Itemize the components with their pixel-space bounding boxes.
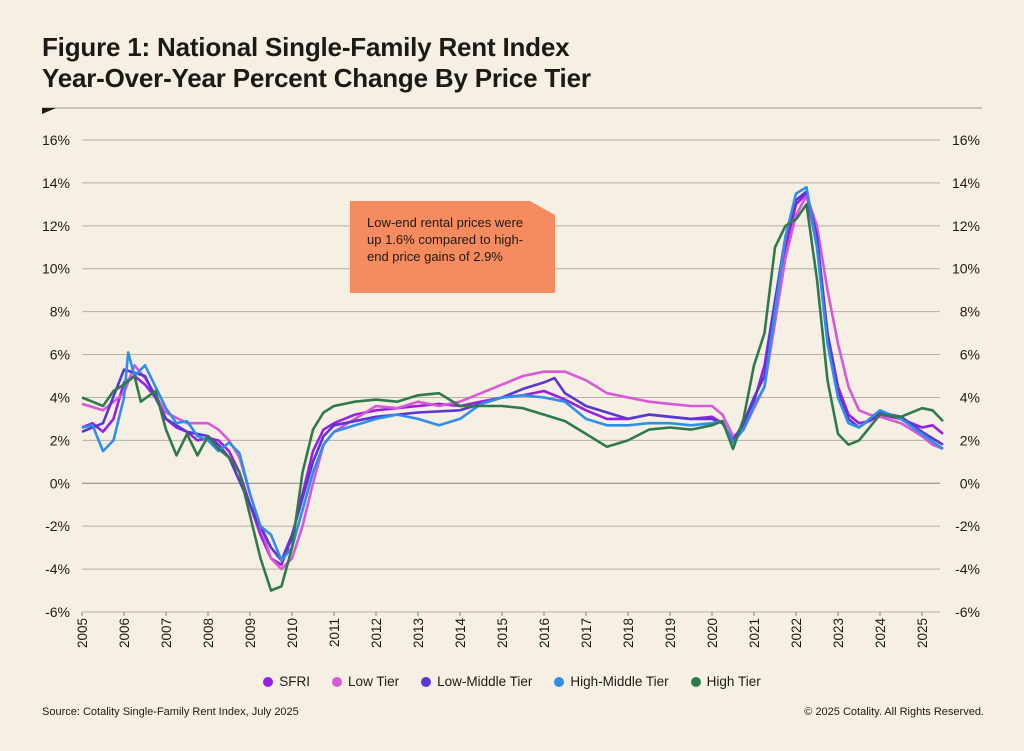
x-tick-label: 2024 [873,618,888,649]
y-tick-label-right: 2% [960,432,980,448]
legend-dot-icon [332,676,343,687]
legend-item: SFRI [263,674,310,689]
x-tick-label: 2022 [789,618,804,648]
y-tick-label-right: 8% [960,304,980,320]
legend-label: SFRI [279,674,311,689]
x-tick-label: 2013 [411,618,426,648]
x-tick-label: 2012 [369,618,384,648]
y-tick-label-right: 16% [952,132,980,148]
x-tick-label: 2023 [831,618,846,648]
annotation-callout: Low-end rental prices were up 1.6% compa… [350,201,555,293]
y-tick-label-left: 8% [50,304,70,320]
x-tick-label: 2016 [537,618,552,648]
y-tick-label-left: 10% [42,261,70,277]
annotation-text: Low-end rental prices were up 1.6% compa… [367,215,524,264]
legend-item: Low-Middle Tier [421,674,532,689]
legend-item: Low Tier [332,674,399,689]
y-tick-label-right: -6% [955,604,980,620]
y-tick-label-right: 0% [960,475,980,491]
x-tick-label: 2008 [201,618,216,648]
legend-dot-icon [263,676,274,687]
y-tick-label-left: 4% [50,389,70,405]
y-tick-label-left: 16% [42,132,70,148]
source-note: Source: Cotality Single-Family Rent Inde… [42,706,299,718]
series-line-high-tier [81,203,944,592]
x-tick-label: 2009 [243,618,258,648]
x-tick-label: 2005 [75,618,90,648]
x-tick-label: 2018 [621,618,636,648]
legend-dot-icon [690,676,701,687]
legend-label: Low Tier [348,674,400,689]
legend-dot-icon [421,676,432,687]
header-rule-marker [42,108,56,114]
x-tick-label: 2019 [663,618,678,648]
x-tick-label: 2020 [705,618,720,648]
title-line-2: Year-Over-Year Percent Change By Price T… [42,63,591,93]
y-tick-label-left: -4% [45,561,70,577]
title-line-1: Figure 1: National Single-Family Rent In… [42,32,570,62]
x-tick-label: 2006 [117,618,132,648]
y-tick-label-right: 6% [960,347,980,363]
y-tick-label-right: 14% [952,175,980,191]
legend-item: High-Middle Tier [554,674,669,689]
y-tick-label-right: 4% [960,389,980,405]
legend: SFRI Low Tier Low-Middle Tier High-Middle T… [0,674,1024,689]
y-tick-label-left: -2% [45,518,70,534]
x-tick-label: 2007 [159,618,174,648]
x-tick-label: 2025 [915,618,930,648]
copyright-note: © 2025 Cotality. All Rights Reserved. [804,706,984,718]
x-tick-label: 2021 [747,618,762,648]
y-tick-label-right: 12% [952,218,980,234]
legend-label: High-Middle Tier [570,674,669,689]
x-tick-label: 2015 [495,618,510,648]
y-tick-label-left: -6% [45,604,70,620]
x-tick-label: 2011 [327,618,342,647]
y-tick-label-left: 14% [42,175,70,191]
legend-label: Low-Middle Tier [437,674,533,689]
x-tick-label: 2010 [285,618,300,648]
y-tick-label-left: 2% [50,432,70,448]
legend-dot-icon [554,676,565,687]
chart-title: Figure 1: National Single-Family Rent In… [42,32,591,94]
x-tick-label: 2017 [579,618,594,648]
y-tick-label-left: 6% [50,347,70,363]
series-line-high-middle-tier [81,185,944,562]
legend-label: High Tier [706,674,761,689]
y-tick-label-left: 12% [42,218,70,234]
y-tick-label-right: 10% [952,261,980,277]
x-tick-label: 2014 [453,618,468,649]
y-tick-label-right: -4% [955,561,980,577]
y-tick-label-left: 0% [50,475,70,491]
y-tick-label-right: -2% [955,518,980,534]
legend-item: High Tier [690,674,761,689]
